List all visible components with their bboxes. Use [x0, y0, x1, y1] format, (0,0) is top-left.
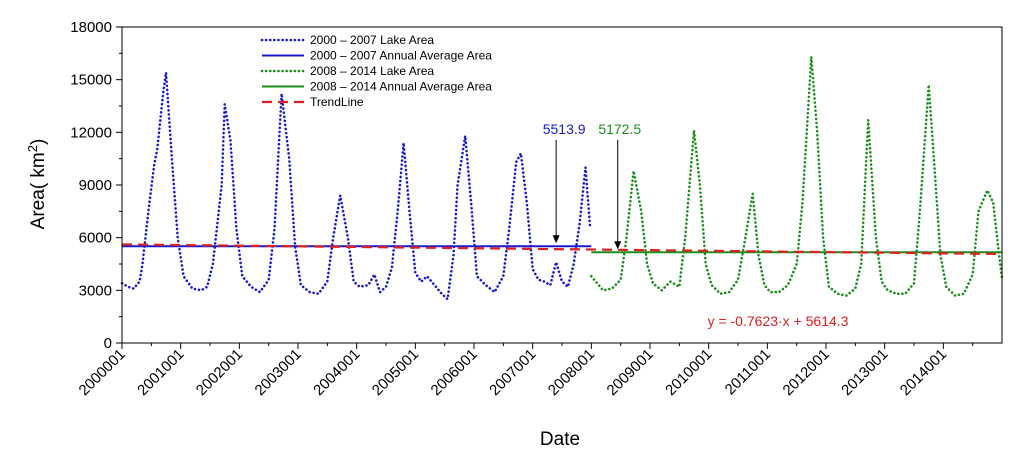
annotation-green-arrow-head [614, 241, 622, 250]
trendline-equation: y = -0.7623·x + 5614.3 [708, 313, 849, 329]
x-tick-label: 2012001 [780, 346, 833, 399]
x-tick-label: 2001001 [134, 346, 187, 399]
x-tick-label: 2008001 [545, 346, 598, 399]
y-tick-label: 18000 [70, 19, 112, 36]
y-tick-label: 0 [104, 335, 112, 352]
x-tick-label: 2004001 [310, 346, 363, 399]
x-tick-label: 2014001 [897, 346, 950, 399]
y-tick-label: 3000 [79, 282, 112, 299]
plot-frame [121, 26, 1003, 344]
x-tick-label: 2006001 [428, 346, 481, 399]
x-tick-label: 2011001 [722, 346, 775, 399]
annotation-blue-value: 5513.9 [543, 121, 586, 137]
series-2-line [589, 55, 1004, 297]
y-tick-label: 6000 [79, 230, 112, 247]
legend: 2000 – 2007 Lake Area 2000 – 2007 Annual … [260, 33, 492, 109]
y-tick-label: 15000 [70, 72, 112, 89]
legend-label-4: TrendLine [310, 95, 364, 109]
y-tick-label: 9000 [79, 177, 112, 194]
x-tick-label: 2003001 [252, 346, 305, 399]
x-tick-label: 2000001 [76, 346, 129, 399]
x-tick-label: 2005001 [369, 346, 422, 399]
legend-label-2: 2008 – 2014 Lake Area [310, 64, 434, 78]
y-axis-title: Area( km2) [25, 139, 49, 230]
series-4-line [121, 243, 1003, 256]
x-axis-title: Date [540, 429, 580, 450]
legend-label-1: 2000 – 2007 Annual Average Area [310, 49, 492, 63]
legend-label-3: 2008 – 2014 Annual Average Area [310, 80, 492, 94]
legend-label-0: 2000 – 2007 Lake Area [310, 33, 434, 47]
series-0-line [120, 71, 592, 301]
annotation-blue-arrow-head [552, 235, 560, 244]
y-tick-label: 12000 [70, 124, 112, 141]
x-tick-label: 2009001 [604, 346, 657, 399]
x-tick-label: 2002001 [193, 346, 246, 399]
x-tick-label: 2007001 [486, 346, 539, 399]
annotation-green-value: 5172.5 [598, 121, 641, 137]
x-tick-label: 2010001 [662, 346, 715, 399]
x-tick-label: 2013001 [838, 346, 891, 399]
